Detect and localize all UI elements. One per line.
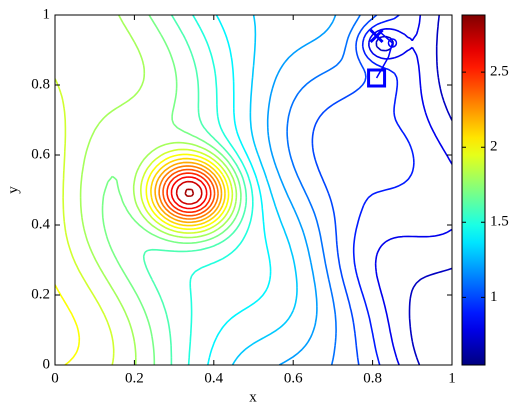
- axes-box: [54, 14, 453, 366]
- start-marker: [367, 68, 387, 88]
- x-tick-label: 0: [51, 370, 59, 386]
- y-axis-label: y: [5, 186, 21, 194]
- x-tick-label: 0.6: [284, 370, 303, 386]
- x-tick-label: 1: [448, 370, 456, 386]
- contour-line: [150, 157, 226, 227]
- contour-line: [142, 15, 248, 365]
- x-tick-label: 0.2: [125, 370, 144, 386]
- x-axis-label: x: [249, 389, 257, 405]
- y-tick-label: 0.8: [31, 76, 50, 92]
- contour-line: [55, 78, 234, 365]
- y-tick-label: 0.6: [31, 146, 50, 162]
- contour-line: [175, 180, 203, 205]
- contour-line: [187, 15, 254, 365]
- contour-line: [207, 15, 272, 365]
- y-tick-label: 0: [43, 356, 51, 372]
- contour-line: [170, 176, 208, 210]
- contour-line: [101, 15, 242, 365]
- contour-line: [158, 165, 219, 220]
- contour-line: [162, 168, 216, 217]
- waypoint-marker: [387, 38, 398, 48]
- contour-line: [311, 15, 378, 365]
- contour-line: [79, 15, 238, 365]
- colorbar-tick-label: 1: [490, 289, 498, 305]
- contour-line: [266, 15, 337, 365]
- contour-line: [55, 153, 230, 365]
- contour-line: [231, 15, 298, 365]
- contour-line: [352, 15, 415, 365]
- end-marker: [369, 28, 384, 44]
- y-tick-label: 0.4: [31, 216, 50, 232]
- y-tick-label: 1: [43, 6, 51, 22]
- x-tick-label: 0.8: [363, 370, 382, 386]
- contour-line: [286, 15, 361, 365]
- contour-line: [166, 172, 212, 213]
- colorbar: [461, 14, 486, 366]
- colorbar-tick-label: 1.5: [490, 214, 509, 230]
- x-tick-label: 0.4: [204, 370, 223, 386]
- plot-area: [55, 15, 452, 365]
- contour-line: [184, 188, 195, 197]
- colorbar-tick-label: 2: [490, 139, 498, 155]
- contour-line: [375, 15, 452, 365]
- colorbar-tick-label: 2.5: [490, 64, 509, 80]
- y-tick-label: 0.2: [31, 286, 50, 302]
- contour-line: [154, 161, 223, 224]
